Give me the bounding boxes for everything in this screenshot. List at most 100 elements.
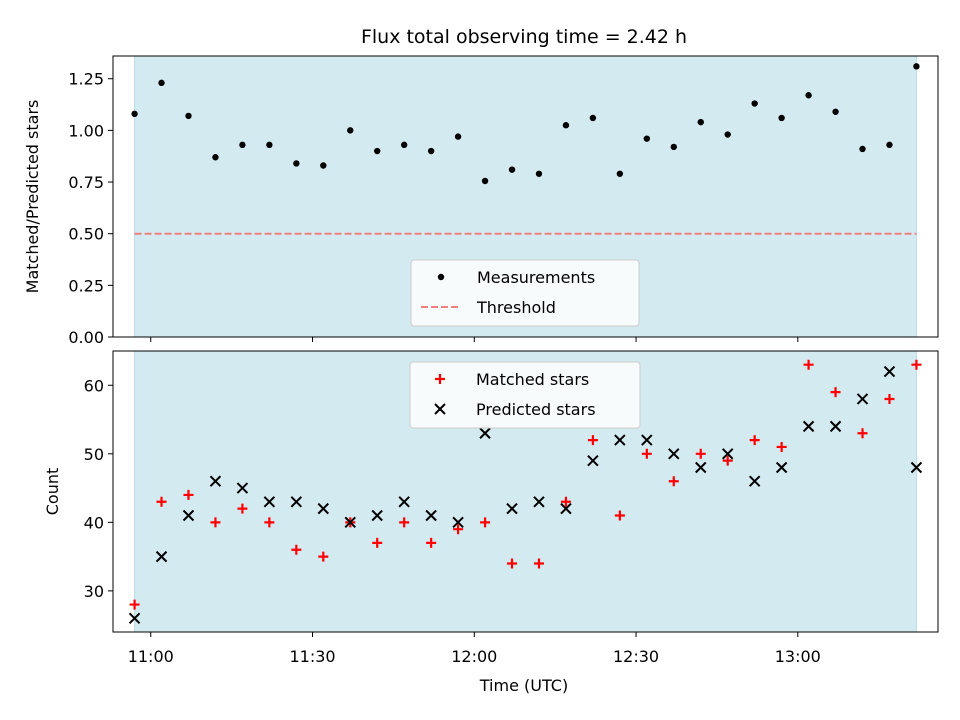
predicted-star-point [182,509,195,522]
measurement-point [400,141,408,149]
legend-label: Predicted stars [476,400,596,419]
matched-star-point [695,448,706,459]
count-panel: 30 40 50 60 11:00 11:30 12:00 12:30 13:00 Count… [43,350,939,695]
predicted-star-point [614,434,626,446]
predicted-star-point [641,434,653,446]
measurement-point [751,100,758,107]
measurement-point [454,133,462,140]
measurement-point [212,154,219,161]
matched-star-point [857,428,868,439]
predicted-star-point [668,448,680,460]
legend-label: Matched stars [476,370,589,389]
predicted-star-point [236,482,249,494]
predicted-star-point [209,475,222,487]
ratio-legend: Measurements Threshold [410,259,640,327]
legend-label: Measurements [477,268,595,287]
legend-label: Threshold [476,298,556,317]
matched-star-point [372,537,383,548]
matched-star-point [156,496,167,507]
measurement-point [374,147,381,155]
matched-star-point [264,517,275,528]
x-tick-label: 11:30 [289,647,335,666]
y-tick-label: 60 [84,376,104,395]
y-tick-label: 50 [84,445,104,464]
predicted-star-point [479,427,491,439]
matched-star-point [183,489,194,500]
matched-star-point [749,435,760,446]
matched-star-point [776,441,787,452]
measurement-point [535,170,543,177]
measurement-point [481,177,489,185]
matched-star-point [533,558,544,569]
predicted-star-point [910,461,923,474]
y-tick-label: 1.00 [68,121,104,140]
count-y-axis-label: Count [43,468,62,516]
x-tick-label: 13:00 [775,647,821,666]
count-points [128,359,923,625]
legend-x-marker [434,403,446,415]
measurement-point [320,162,327,169]
matched-star-point [641,448,652,459]
count-y-ticks: 30 40 50 60 [84,376,113,601]
measurement-point [131,110,138,118]
matched-star-point [722,455,733,466]
y-tick-label: 0.00 [68,328,104,347]
measurement-point [778,114,785,122]
matched-star-point [129,599,140,610]
legend-box [409,361,641,429]
measurement-point [158,79,165,87]
predicted-star-point [721,448,734,460]
predicted-star-point [452,516,464,529]
ratio-x-ticks [150,337,799,342]
predicted-star-point [560,502,572,515]
matched-star-point [803,359,814,370]
predicted-star-point [371,509,383,522]
predicted-star-point [506,502,518,515]
measurement-point [347,127,354,134]
measurement-points [131,63,920,185]
predicted-star-point [748,475,761,487]
matched-star-point [587,435,598,446]
predicted-star-point [533,496,545,508]
measurement-point [697,118,704,126]
x-tick-label: 12:00 [451,647,497,666]
measurement-point [589,114,597,122]
predicted-star-point [155,550,168,563]
measurement-point [670,143,677,151]
ratio-y-ticks: 0.00 0.25 0.50 0.75 1.00 1.25 [68,70,113,347]
count-panel-frame [112,350,939,633]
measurement-point [239,141,246,149]
measurement-point [293,160,300,167]
measurement-point [266,141,273,149]
matched-star-point [884,393,895,404]
matched-star-point [911,359,922,370]
predicted-star-point [775,461,788,474]
legend-dot-marker [437,273,445,281]
measurement-point [859,145,866,153]
predicted-star-point [802,420,815,433]
matched-star-point [453,524,464,535]
ratio-panel-frame [112,55,939,338]
x-tick-label: 11:00 [128,647,174,666]
y-tick-label: 30 [84,582,104,601]
x-axis-label: Time (UTC) [479,676,568,695]
predicted-star-point [317,502,330,515]
measurement-point [913,63,920,70]
y-tick-label: 0.25 [68,276,104,295]
matched-star-point [210,517,221,528]
chart-title: Flux total observing time = 2.42 h [361,26,687,48]
matched-star-point [399,517,410,528]
predicted-star-point [695,461,707,474]
matched-star-point [507,558,518,569]
matched-star-point [480,517,491,528]
predicted-star-point [344,516,356,529]
ratio-panel: 0.00 0.25 0.50 0.75 1.00 1.25 Matched/Predict… [23,55,939,347]
predicted-star-point [290,496,303,508]
matched-star-point [318,551,329,562]
ratio-y-axis-label: Matched/Predicted stars [23,100,42,294]
legend-box [410,259,640,327]
predicted-star-point [883,365,896,378]
y-tick-label: 0.50 [68,225,104,244]
measurement-point [562,122,570,129]
